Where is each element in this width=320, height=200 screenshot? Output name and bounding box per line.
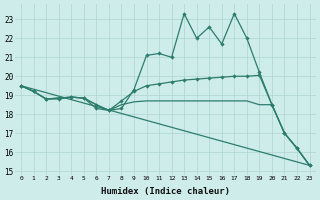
X-axis label: Humidex (Indice chaleur): Humidex (Indice chaleur) xyxy=(101,187,230,196)
